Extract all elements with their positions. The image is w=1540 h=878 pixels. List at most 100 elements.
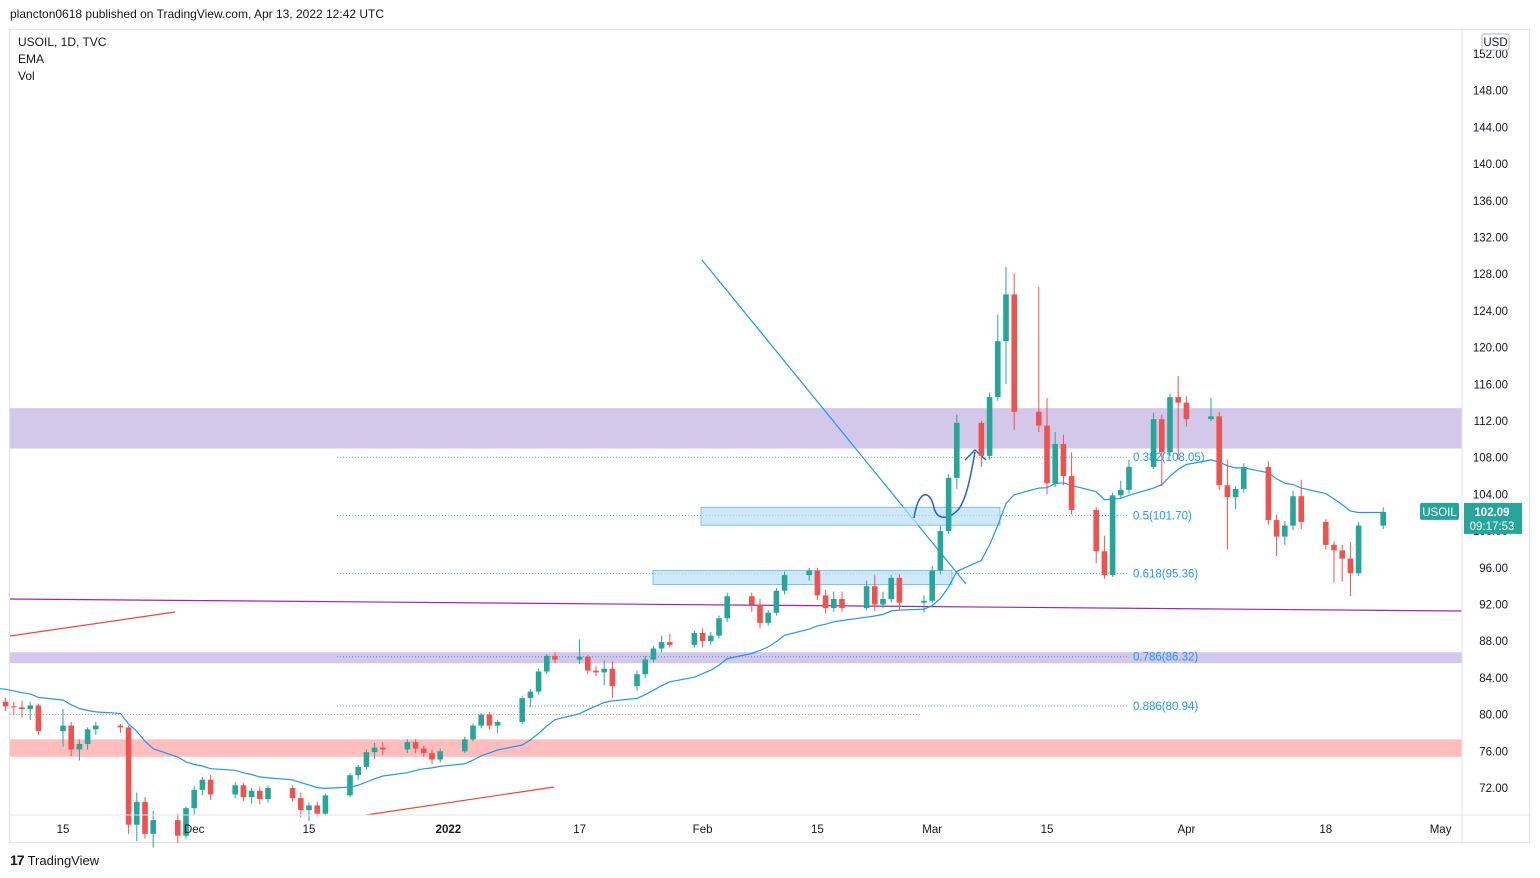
candle: [724, 592, 730, 622]
candle: [658, 635, 665, 653]
candles-layer: [2, 266, 1386, 848]
candle-body: [1339, 550, 1345, 559]
candle-body: [601, 668, 607, 673]
candle-body: [1347, 558, 1354, 574]
candle: [872, 575, 878, 611]
legend-ema[interactable]: EMA: [18, 52, 45, 66]
price-tags-layer: USOIL 102.09 09:17:53: [1420, 502, 1522, 534]
candle-body: [1265, 466, 1272, 521]
candle: [1224, 459, 1231, 550]
candle: [1380, 507, 1386, 530]
candle: [757, 598, 763, 629]
candle: [19, 700, 25, 718]
candle-body: [421, 748, 427, 754]
candle-body: [142, 801, 148, 834]
y-tick-label: 136.00: [1473, 196, 1508, 208]
price-zone: [10, 739, 1462, 757]
candle: [921, 595, 927, 613]
candle-body: [240, 785, 247, 798]
y-tick-label: 80.00: [1479, 710, 1508, 722]
y-tick-label: 96.00: [1479, 563, 1508, 575]
resistance-box: [700, 506, 1001, 526]
candle: [35, 703, 42, 735]
y-tick-label: 76.00: [1479, 746, 1508, 758]
candle-body: [896, 577, 903, 603]
candle: [691, 631, 698, 648]
fib-label: 0.382(108.05): [1133, 452, 1205, 464]
candle-body: [1126, 466, 1132, 490]
candle-body: [773, 590, 780, 613]
candle-body: [544, 655, 550, 672]
candle-body: [125, 727, 132, 825]
candle: [535, 668, 542, 695]
candle-body: [437, 751, 443, 760]
candle: [765, 610, 771, 626]
candle: [593, 665, 599, 677]
y-tick-label: 104.00: [1473, 489, 1508, 501]
footer-brand[interactable]: 17 TradingView: [10, 852, 99, 868]
price-zone: [10, 652, 1462, 664]
candle-body: [1282, 525, 1288, 537]
candle-body: [470, 725, 476, 740]
candle: [1150, 412, 1157, 469]
candle-body: [68, 725, 74, 750]
candle: [1052, 432, 1058, 488]
candle-body: [1208, 416, 1214, 420]
candle-body: [1290, 496, 1296, 526]
ema-line: [0, 459, 1384, 790]
x-tick-label: Mar: [922, 824, 942, 836]
candle: [814, 567, 821, 600]
candle: [1175, 376, 1181, 460]
candle-body: [150, 820, 156, 834]
candle-body: [1150, 419, 1157, 467]
candle-body: [429, 753, 435, 760]
candle: [1118, 480, 1124, 499]
candle-body: [921, 600, 927, 603]
candle: [986, 392, 993, 460]
candle-body: [289, 788, 296, 799]
publisher-header: plancton0618 published on TradingView.co…: [10, 7, 385, 21]
legend-symbol[interactable]: USOIL, 1D, TVC: [18, 35, 107, 49]
candle-body: [749, 596, 755, 605]
candle: [1011, 273, 1017, 431]
x-tick-label: 17: [573, 824, 586, 836]
candle-body: [486, 714, 493, 726]
candle: [322, 793, 329, 816]
candle: [60, 709, 66, 747]
chart-frame[interactable]: [9, 29, 1530, 843]
candle: [822, 589, 829, 614]
legend-vol[interactable]: Vol: [18, 69, 35, 83]
candle: [486, 711, 493, 730]
candle-body: [593, 670, 599, 673]
candle-body: [708, 635, 714, 642]
candle-body: [650, 648, 657, 660]
fib-label: 0.886(80.94): [1133, 701, 1198, 713]
candle-body: [117, 725, 124, 728]
y-tick-label: 116.00: [1474, 379, 1508, 391]
candle-body: [872, 586, 878, 605]
candle-body: [1241, 466, 1247, 489]
candle-body: [814, 570, 821, 596]
candle: [1159, 414, 1165, 487]
candle: [76, 739, 83, 761]
candle-body: [11, 706, 17, 708]
candle: [863, 580, 870, 611]
candle-body: [880, 598, 886, 605]
candle: [1347, 542, 1354, 597]
candle: [806, 567, 812, 581]
candle: [945, 474, 952, 534]
candle: [642, 655, 648, 678]
candle: [937, 525, 944, 575]
candle-body: [1044, 425, 1050, 484]
candle: [248, 788, 255, 804]
candle-body: [60, 725, 66, 732]
candle: [888, 575, 894, 603]
candle-body: [27, 705, 33, 710]
candle-body: [306, 805, 312, 811]
candle-body: [134, 801, 140, 825]
candle-body: [954, 422, 960, 478]
candle: [1109, 492, 1116, 577]
y-tick-label: 152.00: [1473, 49, 1508, 61]
candle: [191, 786, 197, 816]
